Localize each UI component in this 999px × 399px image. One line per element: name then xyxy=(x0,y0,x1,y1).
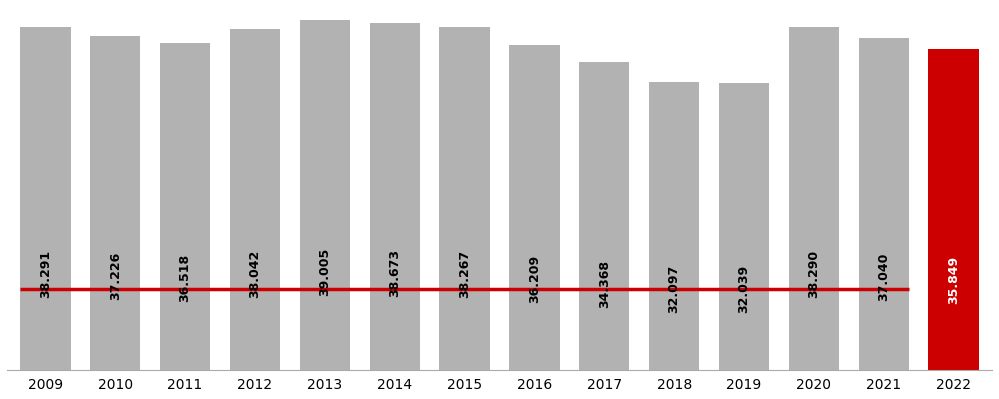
Bar xyxy=(90,36,141,370)
Bar xyxy=(509,45,559,370)
Text: 35.849: 35.849 xyxy=(947,256,960,304)
Bar xyxy=(370,23,420,370)
Bar xyxy=(160,43,210,370)
Bar xyxy=(300,20,350,370)
Bar xyxy=(230,29,280,370)
Bar xyxy=(20,27,71,370)
Text: 38.042: 38.042 xyxy=(249,250,262,298)
Bar xyxy=(858,38,909,370)
Text: 39.005: 39.005 xyxy=(319,248,332,296)
Bar xyxy=(789,27,839,370)
Text: 37.226: 37.226 xyxy=(109,252,122,300)
Text: 34.368: 34.368 xyxy=(597,259,610,308)
Bar xyxy=(719,83,769,370)
Bar xyxy=(649,82,699,370)
Bar xyxy=(440,27,490,370)
Bar xyxy=(928,49,979,370)
Text: 32.039: 32.039 xyxy=(737,265,750,314)
Text: 38.673: 38.673 xyxy=(389,249,402,297)
Text: 38.267: 38.267 xyxy=(459,250,472,298)
Text: 36.209: 36.209 xyxy=(527,255,540,303)
Text: 36.518: 36.518 xyxy=(179,254,192,302)
Text: 38.290: 38.290 xyxy=(807,250,820,298)
Text: 38.291: 38.291 xyxy=(39,250,52,298)
Text: 32.097: 32.097 xyxy=(667,265,680,313)
Text: 37.040: 37.040 xyxy=(877,253,890,301)
Bar xyxy=(579,62,629,370)
